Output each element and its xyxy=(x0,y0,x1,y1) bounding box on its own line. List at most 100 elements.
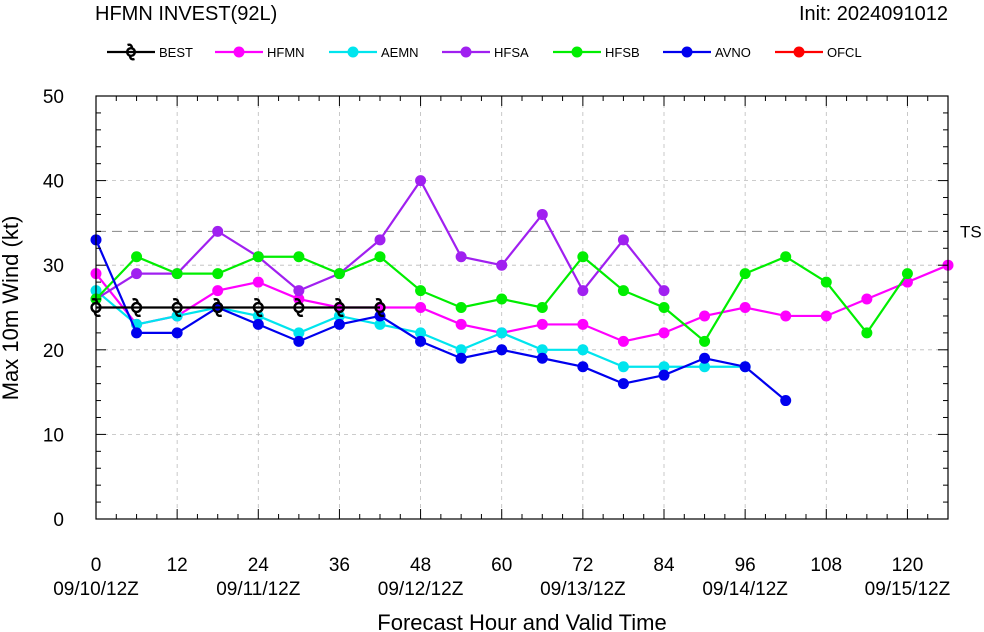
data-point-hfmn xyxy=(415,302,427,313)
series-best xyxy=(90,297,386,318)
series-layer xyxy=(90,175,954,407)
x-tick-label: 24 xyxy=(248,555,270,576)
data-point-aemn xyxy=(699,361,711,373)
data-point-hfsb xyxy=(617,285,629,297)
legend-marker-hfsa xyxy=(460,46,472,58)
init-label: Init: 2024091012 xyxy=(799,3,948,25)
legend-label-ofcl: OFCL xyxy=(827,45,862,60)
x-tick-label: 48 xyxy=(410,555,431,576)
legend-marker-ofcl xyxy=(793,46,805,58)
data-point-hfsb xyxy=(171,268,183,280)
series-avno xyxy=(90,234,792,407)
data-point-hfmn xyxy=(536,318,548,330)
x-tick-label: 120 xyxy=(892,555,924,576)
x-tick-label: 36 xyxy=(329,555,350,576)
legend-item-hfsa: HFSA xyxy=(442,45,529,60)
series-line-hfmn xyxy=(95,264,949,343)
data-point-aemn xyxy=(374,318,386,330)
legend-item-hfmn: HFMN xyxy=(215,45,305,60)
legend-label-hfsb: HFSB xyxy=(605,45,640,60)
legend-label-hfmn: HFMN xyxy=(267,45,305,60)
data-point-hfsb xyxy=(131,251,143,263)
data-point-avno xyxy=(496,344,508,356)
y-tick-label: 30 xyxy=(43,256,64,277)
legend-marker-hfmn xyxy=(233,46,245,58)
reference-line: TS xyxy=(96,222,982,241)
y-axis-label: Max 10m Wind (kt) xyxy=(0,216,23,401)
data-point-hfmn xyxy=(617,335,629,347)
data-point-hfsb xyxy=(861,327,873,339)
y-tick-label: 10 xyxy=(43,425,64,446)
data-point-hfsb xyxy=(252,251,264,263)
series-hfsa xyxy=(90,175,670,305)
data-point-hfsb xyxy=(496,293,508,305)
series-hfsb xyxy=(90,251,913,347)
data-point-hfsb xyxy=(536,302,548,313)
legend-label-avno: AVNO xyxy=(715,45,751,60)
data-point-avno xyxy=(252,318,264,330)
data-point-aemn xyxy=(658,361,670,373)
data-point-hfsa xyxy=(131,268,143,280)
data-point-hfmn xyxy=(739,302,751,313)
data-point-hfsa xyxy=(496,259,508,271)
data-point-avno xyxy=(780,395,792,407)
x-date-label: 09/10/12Z xyxy=(53,579,139,600)
data-point-hfsb xyxy=(415,285,427,297)
data-point-hfmn xyxy=(820,310,832,322)
legend-marker-hfsb xyxy=(571,46,583,58)
data-point-hfmn xyxy=(861,293,873,305)
legend-label-best: BEST xyxy=(159,45,193,60)
data-point-hfsb xyxy=(374,251,386,263)
data-point-best xyxy=(333,297,346,318)
legend-label-aemn: AEMN xyxy=(381,45,419,60)
x-tick-label: 12 xyxy=(167,555,188,576)
legend-label-hfsa: HFSA xyxy=(494,45,529,60)
data-point-aemn xyxy=(496,327,508,339)
data-point-hfsa xyxy=(415,175,427,187)
data-point-hfsa xyxy=(536,208,548,220)
legend-item-best: BEST xyxy=(107,43,193,61)
data-point-hfmn xyxy=(658,327,670,339)
data-point-hfmn xyxy=(455,318,467,330)
data-point-hfsb xyxy=(333,268,345,280)
data-point-hfsb xyxy=(739,268,751,280)
data-point-aemn xyxy=(536,344,548,356)
data-point-hfsa xyxy=(658,285,670,297)
legend: BEST HFMN AEMN HFSA HFSB AVNO OFCL xyxy=(107,43,862,61)
data-point-hfmn xyxy=(699,310,711,322)
data-point-hfsa xyxy=(293,285,305,297)
x-axis-label: Forecast Hour and Valid Time xyxy=(377,610,666,632)
x-date-label: 09/15/12Z xyxy=(865,579,951,600)
data-point-avno xyxy=(739,361,751,373)
x-tick-label: 108 xyxy=(810,555,842,576)
data-point-avno xyxy=(415,335,427,347)
data-point-hfsa xyxy=(577,285,589,297)
data-point-avno xyxy=(293,335,305,347)
legend-marker-avno xyxy=(681,46,693,58)
y-tick-label: 50 xyxy=(43,87,64,108)
legend-item-aemn: AEMN xyxy=(329,45,419,60)
data-point-hfsb xyxy=(293,251,305,263)
data-point-best xyxy=(130,297,143,318)
x-tick-label: 60 xyxy=(491,555,512,576)
data-point-hfsb xyxy=(820,276,832,288)
x-tick-label: 0 xyxy=(91,555,102,576)
x-date-label: 09/14/12Z xyxy=(702,579,788,600)
data-point-hfsa xyxy=(455,251,467,263)
data-point-aemn xyxy=(455,344,467,356)
data-point-aemn xyxy=(577,344,589,356)
data-point-avno xyxy=(617,378,629,390)
legend-item-avno: AVNO xyxy=(663,45,751,60)
y-tick-label: 40 xyxy=(43,172,64,193)
data-point-avno xyxy=(699,352,711,364)
data-point-aemn xyxy=(293,327,305,339)
data-point-best xyxy=(252,297,264,318)
data-point-hfsa xyxy=(212,225,224,237)
axes: 0 12 24 36 48 60 72 84 96 108 120 09/10/12Z 09/11/12… xyxy=(43,87,951,600)
data-point-avno xyxy=(577,361,589,373)
legend-item-ofcl: OFCL xyxy=(775,45,862,60)
data-point-hfsb xyxy=(699,335,711,347)
legend-item-hfsb: HFSB xyxy=(553,45,640,60)
